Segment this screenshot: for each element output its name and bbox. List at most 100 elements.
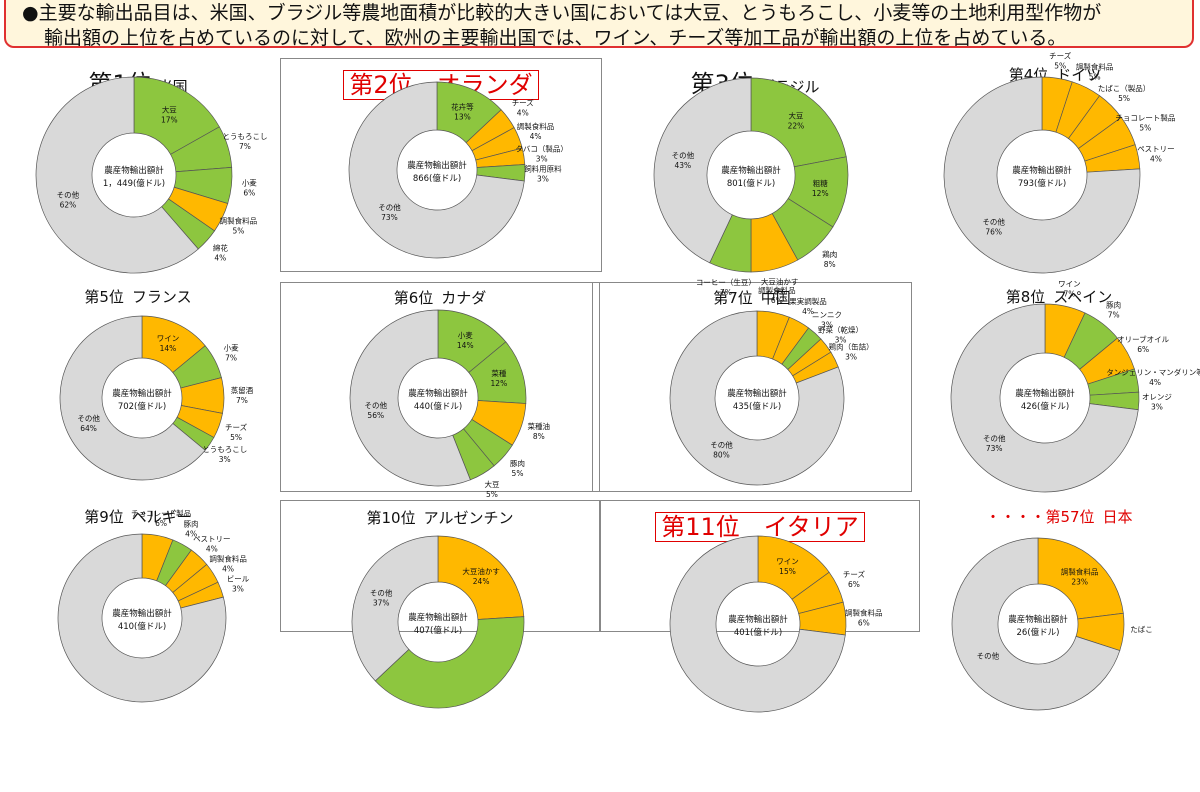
chart-title: ・・・・第57位 日本 (918, 506, 1200, 527)
country-label: 中国 (760, 289, 791, 307)
chart-title: 第10位 アルゼンチン (281, 507, 599, 528)
slice-name-label: 綿花 (213, 242, 228, 252)
country-label: スペイン (1053, 288, 1113, 306)
slice-name-label: コーヒー（生豆） (696, 277, 756, 287)
slice-name-label: 果実調製品 (789, 296, 827, 306)
rank-label: 第2位 オランダ (343, 70, 539, 100)
donut-chart: 小麦14%菜種12%菜種油8%豚肉5%大豆5%その他56%農産物輸出額計440(… (349, 309, 551, 499)
slice-name-label: とうもろこし (202, 445, 247, 454)
slice-name-label: 菜種 (491, 368, 506, 378)
slice-name-label: 大豆油かす (462, 566, 500, 576)
slice-value-label: 7% (1108, 311, 1120, 320)
country-label: カナダ (441, 289, 487, 307)
panel-12: ・・・・第57位 日本 (918, 500, 1200, 630)
slice-name-label: オレンジ (1142, 393, 1172, 402)
center-title: 農産物輸出額計 (408, 388, 468, 399)
center-title: 農産物輸出額計 (1012, 165, 1072, 176)
rank-label: 第9位 (84, 508, 124, 526)
slice-name-label: タバコ（製品） (515, 143, 568, 153)
chart-title: 第2位 オランダオランダ (281, 65, 601, 100)
slice-name-label: 小麦 (224, 343, 239, 353)
center-title: 農産物輸出額計 (721, 165, 781, 176)
slice-value-label: 5% (232, 227, 244, 236)
country-label: ドイツ (1056, 66, 1102, 84)
center-title: 農産物輸出額計 (112, 608, 172, 619)
slice-value-label: 4% (214, 253, 226, 262)
slice-value-label: 7% (225, 354, 237, 363)
slice-name-label: 調製食料品 (845, 607, 883, 617)
center-total-value: 410(億ドル) (118, 621, 166, 632)
rank-label: 第11位 イタリア (655, 512, 865, 542)
slice-name-label: ニンニク (812, 311, 842, 320)
slice-name-label: 菜種油 (528, 421, 551, 431)
slice-value-label: 37% (373, 598, 390, 607)
slice-name-label: ビール (227, 574, 250, 583)
slice-value-label: 76% (985, 227, 1002, 236)
slice-name-label: 飼料用原料 (524, 163, 562, 173)
chart-title: 第11位 イタリアイタリア (601, 507, 919, 542)
slice-value-label: 12% (491, 379, 508, 388)
slice-name-label: 調製食料品 (1076, 62, 1114, 72)
slice-name-label: その他 (982, 216, 1005, 226)
slice-value-label: 73% (986, 444, 1003, 453)
chart-title: 第7位 中国 (593, 287, 911, 308)
chart-title: 第5位 フランス (2, 286, 274, 307)
slice-name-label: チーズ (1049, 50, 1072, 60)
center-title: 農産物輸出額計 (112, 388, 172, 399)
slice-name-label: 調製食料品 (220, 216, 258, 226)
donut-slice (1037, 537, 1124, 620)
slice-value-label: 4% (1150, 154, 1162, 163)
slice-name-label: その他 (378, 202, 401, 212)
rank-label: 第7位 (713, 289, 753, 307)
donut-slice (348, 81, 525, 259)
center-title: 農産物輸出額計 (408, 612, 468, 623)
slice-value-label: 73% (381, 213, 398, 222)
slice-value-label: 64% (80, 424, 97, 433)
slice-value-label: 8% (533, 432, 545, 441)
slice-value-label: 7% (720, 288, 732, 297)
slice-value-label: 4% (517, 109, 529, 118)
slice-value-label: 6% (243, 189, 255, 198)
slice-name-label: その他 (710, 440, 733, 450)
center-total-value: 866(億ドル) (413, 173, 461, 184)
slice-name-label: タンジェリン・マンダリン等 (1106, 367, 1200, 377)
slice-value-label: 7% (239, 142, 251, 151)
slice-value-label: 3% (845, 352, 857, 361)
slice-value-label: 5% (230, 433, 242, 442)
slice-value-label: 4% (222, 564, 234, 573)
slice-value-label: 12% (812, 189, 829, 198)
slice-value-label: 6% (1137, 345, 1149, 354)
center-total-value: 401(億ドル) (734, 627, 782, 638)
slice-value-label: 23% (1071, 578, 1088, 587)
center-title: 農産物輸出額計 (727, 388, 787, 399)
slice-name-label: ワイン (776, 557, 799, 566)
donut-slice (669, 310, 845, 486)
slice-name-label: 粗糖 (813, 178, 829, 188)
slice-value-label: 6% (858, 618, 870, 627)
slice-value-label: 6% (155, 519, 167, 528)
slice-name-label: 蒸留酒 (231, 385, 254, 395)
center-total-value: 435(億ドル) (733, 401, 781, 412)
slice-value-label: 5% (486, 490, 498, 499)
country-label: アルゼンチン (423, 509, 514, 527)
panel-8: 第8位 スペイン (918, 282, 1200, 490)
slice-name-label: その他 (370, 587, 393, 597)
slice-name-label: ワイン (157, 334, 180, 343)
rank-label: ・・・・第57位 (985, 508, 1095, 526)
slice-value-label: 5% (512, 469, 524, 478)
country-label: フランス (131, 288, 192, 306)
slice-value-label: 17% (161, 116, 178, 125)
slice-value-label: 14% (160, 344, 177, 353)
slice-value-label: 4% (1149, 378, 1161, 387)
panel-7: 第7位 中国 (592, 282, 912, 492)
slice-name-label: 調製食料品 (517, 121, 555, 131)
donut-slice (349, 309, 471, 487)
donut-chart: 大豆22%粗糖12%鶏肉8%大豆油かす8%コーヒー（生豆）7%その他43%農産物… (653, 77, 849, 297)
slice-name-label: 豚肉 (1106, 300, 1121, 310)
slice-name-label: 調製食料品 (209, 553, 247, 563)
